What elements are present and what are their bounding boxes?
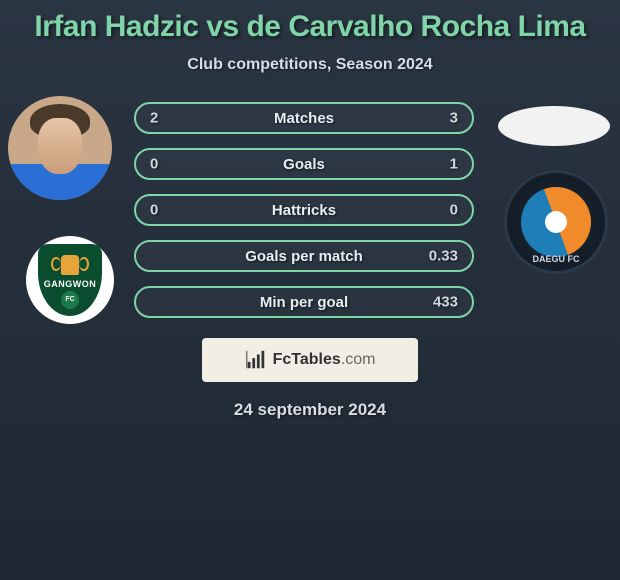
chart-icon bbox=[245, 349, 267, 371]
stat-right-value: 0.33 bbox=[429, 248, 458, 265]
date-text: 24 september 2024 bbox=[234, 400, 386, 420]
team-right-badge: DAEGU FC bbox=[504, 170, 608, 274]
team-left-name: GANGWON bbox=[44, 279, 97, 289]
team-left-badge: GANGWON FC bbox=[26, 236, 114, 324]
stat-row: Goals per match 0.33 bbox=[134, 240, 474, 272]
gangwon-shield-icon: GANGWON FC bbox=[38, 244, 102, 316]
stat-row: Min per goal 433 bbox=[134, 286, 474, 318]
stat-label: Hattricks bbox=[272, 202, 336, 219]
page-title: Irfan Hadzic vs de Carvalho Rocha Lima bbox=[34, 10, 585, 44]
stats-area: GANGWON FC DAEGU FC 2 Matches 3 0 Goals … bbox=[0, 102, 620, 318]
stat-row: 2 Matches 3 bbox=[134, 102, 474, 134]
stat-left-value: 2 bbox=[150, 110, 158, 127]
swirl-icon bbox=[521, 187, 591, 257]
comparison-card: Irfan Hadzic vs de Carvalho Rocha Lima C… bbox=[0, 0, 620, 420]
brand-card[interactable]: FcTables.com bbox=[202, 338, 418, 382]
subtitle: Club competitions, Season 2024 bbox=[187, 56, 432, 74]
brand-name: FcTables bbox=[273, 351, 341, 368]
stat-right-value: 1 bbox=[450, 156, 458, 173]
stat-label: Min per goal bbox=[260, 294, 348, 311]
stat-label: Goals bbox=[283, 156, 325, 173]
stat-row: 0 Goals 1 bbox=[134, 148, 474, 180]
team-right-label: DAEGU FC bbox=[533, 254, 580, 264]
stat-left-value: 0 bbox=[150, 202, 158, 219]
stat-right-value: 3 bbox=[450, 110, 458, 127]
stat-row: 0 Hattricks 0 bbox=[134, 194, 474, 226]
player-right-placeholder bbox=[498, 106, 610, 146]
stat-rows: 2 Matches 3 0 Goals 1 0 Hattricks 0 Goal… bbox=[134, 102, 474, 318]
stat-left-value: 0 bbox=[150, 156, 158, 173]
stat-right-value: 433 bbox=[433, 294, 458, 311]
stat-label: Goals per match bbox=[245, 248, 363, 265]
stat-label: Matches bbox=[274, 110, 334, 127]
player-left-photo bbox=[8, 96, 112, 200]
brand-domain: .com bbox=[341, 351, 376, 368]
stat-right-value: 0 bbox=[450, 202, 458, 219]
brand-text: FcTables.com bbox=[273, 351, 376, 369]
team-left-sub: FC bbox=[61, 291, 79, 309]
